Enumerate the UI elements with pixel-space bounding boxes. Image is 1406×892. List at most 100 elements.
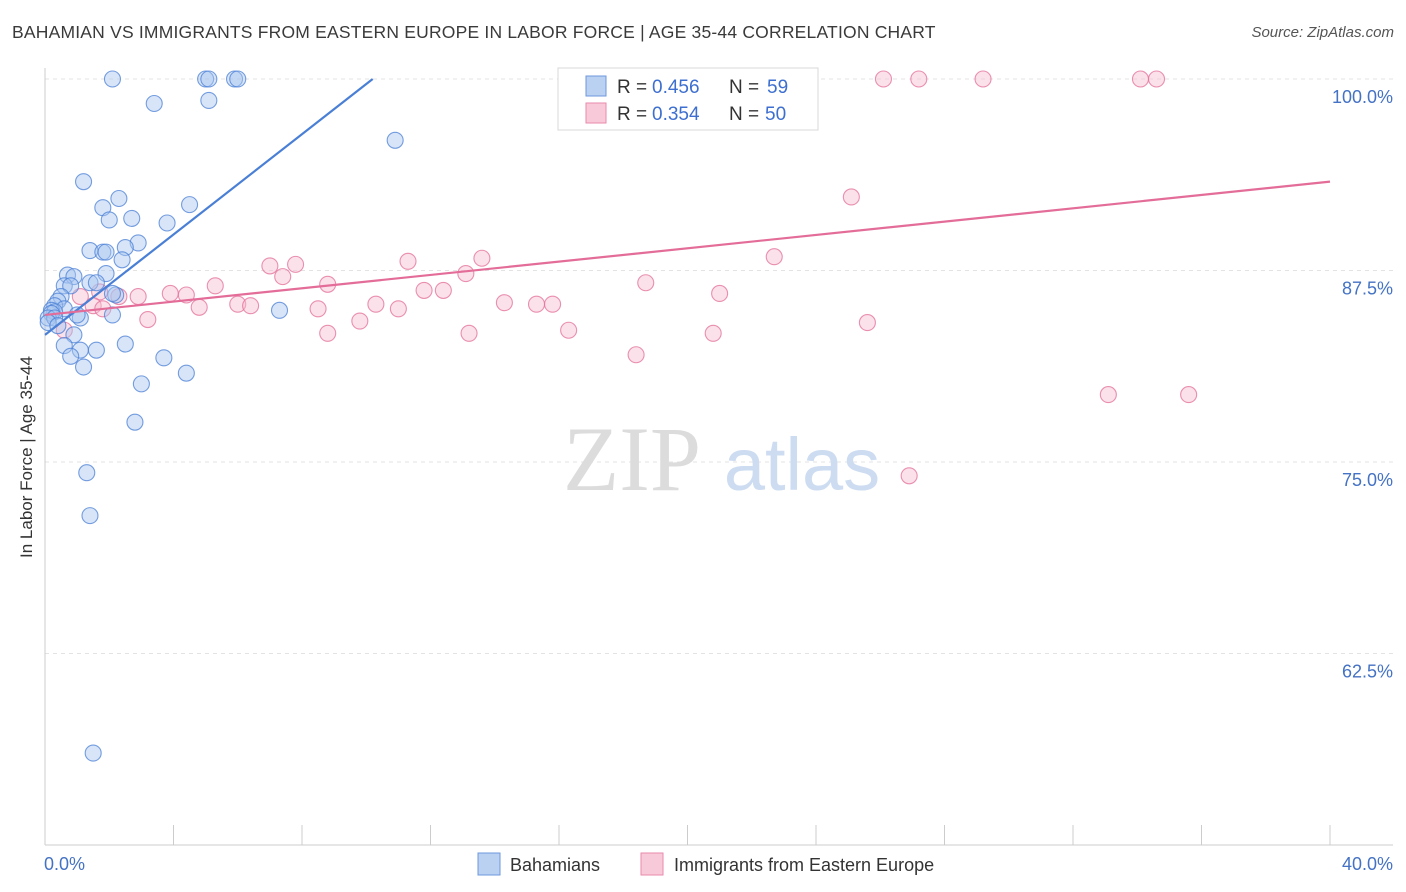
legend-n-value-2: 50: [765, 104, 786, 125]
bahamians-point-13: [123, 209, 141, 227]
bahamians-point-15: [129, 234, 147, 252]
bahamians-point-8: [75, 173, 93, 191]
immigrants-point-46: [627, 346, 645, 364]
bahamians-point-19: [97, 243, 115, 261]
bottom-legend-swatch-bahamians: [477, 852, 501, 876]
immigrants-point-43: [319, 324, 337, 342]
immigrants-point-21: [71, 287, 89, 306]
immigrants-point-44: [560, 321, 578, 339]
bahamians-point-12: [100, 211, 118, 229]
y-tick-label-0: 62.5%: [1342, 662, 1393, 682]
immigrants-point-38: [139, 310, 157, 329]
immigrants-point-19: [434, 281, 452, 299]
bahamians-point-51: [75, 358, 93, 376]
bahamians-point-14: [158, 214, 176, 232]
bahamians-point-25: [62, 277, 80, 295]
legend-n-label-1: N =: [729, 77, 759, 98]
immigrants-point-42: [460, 324, 478, 342]
immigrants-point-11: [261, 257, 279, 275]
gridlines: [45, 78, 1393, 654]
immigrants-point-12: [287, 255, 305, 273]
source-credit: Source: ZipAtlas.com: [1251, 24, 1394, 41]
stats-legend: R = 0.456 N = 59 R = 0.354 N = 50: [557, 67, 819, 131]
immigrants-point-25: [161, 284, 179, 303]
immigrants-point-15: [637, 274, 655, 292]
immigrants-point-4: [974, 70, 992, 88]
immigrants-point-8: [765, 248, 783, 266]
bahamians-point-2: [200, 70, 218, 88]
legend-r-label-2: R =: [617, 104, 647, 125]
immigrants-point-16: [206, 277, 224, 295]
bahamians-point-21: [58, 266, 77, 284]
legend-r-label-1: R =: [617, 77, 647, 98]
immigrants-point-6: [1147, 70, 1166, 88]
x-tick-label-1: 40.0%: [1342, 854, 1393, 874]
chart-title: BAHAMIAN VS IMMIGRANTS FROM EASTERN EURO…: [12, 22, 936, 42]
bahamians-point-54: [126, 413, 144, 431]
immigrants-trend-line: [44, 180, 1331, 317]
bahamians-point-4: [229, 70, 247, 88]
bahamians-point-48: [71, 341, 89, 359]
immigrants-point-34: [309, 300, 327, 318]
bahamians-point-43: [270, 301, 289, 319]
immigrants-point-7: [842, 188, 860, 206]
bahamians-point-47: [87, 341, 105, 359]
immigrants-point-27: [495, 294, 513, 312]
immigrants-point-28: [367, 295, 385, 313]
watermark-zip: ZIP: [563, 408, 701, 510]
legend-swatch-blue: [585, 75, 607, 97]
legend-swatch-pink: [585, 102, 607, 124]
immigrants-point-40: [858, 314, 876, 332]
tick-labels: 62.5% 75.0% 87.5% 100.0% 0.0% 40.0%: [44, 87, 1393, 874]
bahamians-point-9: [110, 189, 128, 208]
bahamians-point-45: [55, 337, 73, 355]
legend-n-value-1: 59: [767, 77, 788, 98]
immigrants-point-24: [129, 287, 147, 306]
bahamians-point-57: [84, 744, 102, 762]
immigrants-point-14: [274, 268, 292, 286]
immigrants-point-13: [457, 265, 475, 283]
y-tick-label-2: 87.5%: [1342, 279, 1393, 299]
y-tick-label-1: 75.0%: [1342, 470, 1393, 490]
bottom-legend-swatch-immigrants: [640, 852, 664, 876]
bahamians-point-11: [181, 196, 199, 214]
axes: [44, 68, 1393, 846]
immigrants-point-31: [229, 295, 247, 313]
immigrants-point-2: [874, 70, 893, 88]
watermark-atlas: atlas: [724, 423, 880, 506]
legend-r-value-1: 0.456: [652, 77, 700, 98]
bahamians-point-7: [386, 131, 404, 149]
immigrants-point-29: [527, 295, 546, 313]
bahamians-point-6: [200, 91, 218, 109]
bahamians-point-53: [132, 375, 150, 393]
watermark: ZIP atlas: [563, 408, 880, 510]
bahamians-point-26: [81, 274, 99, 292]
bahamians-point-56: [81, 507, 99, 525]
series-legend: Bahamians Immigrants from Eastern Europe: [477, 852, 934, 876]
legend-r-value-2: 0.354: [652, 104, 700, 125]
immigrants-point-9: [473, 249, 491, 267]
bahamians-point-49: [62, 347, 80, 365]
bahamians-point-24: [55, 277, 73, 295]
bahamians-point-5: [145, 94, 163, 113]
bahamians-point-52: [177, 364, 195, 382]
immigrants-point-18: [415, 281, 433, 299]
bottom-legend-immigrants: Immigrants from Eastern Europe: [674, 855, 934, 875]
immigrants-point-20: [711, 284, 729, 303]
bahamians-point-44: [65, 326, 83, 344]
immigrants-point-49: [900, 467, 918, 485]
immigrants-point-30: [544, 295, 562, 313]
immigrants-point-39: [351, 312, 369, 330]
bottom-legend-bahamians: Bahamians: [510, 855, 600, 875]
bahamians-point-34: [71, 309, 89, 327]
immigrants-point-35: [389, 300, 407, 318]
immigrants-point-45: [704, 324, 722, 342]
bahamians-point-27: [87, 274, 105, 292]
immigrants-point-47: [1099, 386, 1117, 404]
immigrants-point-48: [1180, 386, 1198, 404]
bahamians-point-33: [103, 284, 122, 303]
bahamians-point-20: [113, 251, 131, 269]
bahamians-point-46: [116, 335, 134, 353]
bahamians-point-0: [103, 70, 122, 88]
